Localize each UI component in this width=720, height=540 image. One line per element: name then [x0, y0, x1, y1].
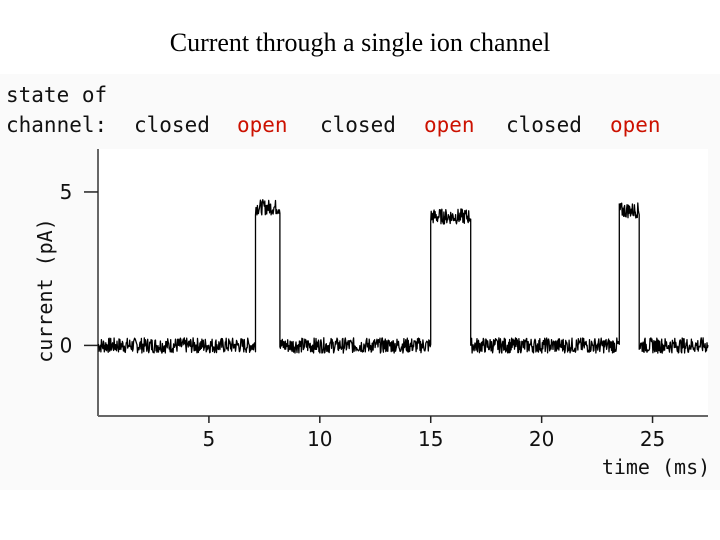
state-open-1: open — [237, 113, 288, 137]
state-label-line2: channel: — [6, 113, 108, 137]
current-trace-line — [97, 199, 709, 354]
state-closed-2: closed — [320, 113, 396, 137]
state-closed-1: closed — [134, 113, 210, 137]
x-tick-label: 15 — [418, 427, 443, 451]
state-label-line1: state of — [6, 83, 108, 107]
x-axis-label: time (ms) — [602, 455, 710, 479]
y-axis-label: current (pA) — [33, 218, 57, 363]
state-open-2: open — [424, 113, 475, 137]
y-tick-label: 0 — [60, 333, 73, 357]
x-tick-label: 20 — [529, 427, 554, 451]
x-tick-label: 5 — [203, 427, 216, 451]
state-closed-3: closed — [506, 113, 582, 137]
chart-panel: 0 5 5 10 15 20 25 time (ms) current (pA) state o… — [0, 74, 720, 490]
plot-area — [98, 149, 708, 416]
plot-svg: 0 5 5 10 15 20 25 time (ms) current (pA) — [33, 149, 710, 479]
chart-title: Current through a single ion channel — [169, 28, 551, 57]
x-tick-label: 25 — [640, 427, 665, 451]
state-open-3: open — [610, 113, 661, 137]
y-tick-label: 5 — [60, 180, 73, 204]
x-tick-label: 10 — [307, 427, 332, 451]
